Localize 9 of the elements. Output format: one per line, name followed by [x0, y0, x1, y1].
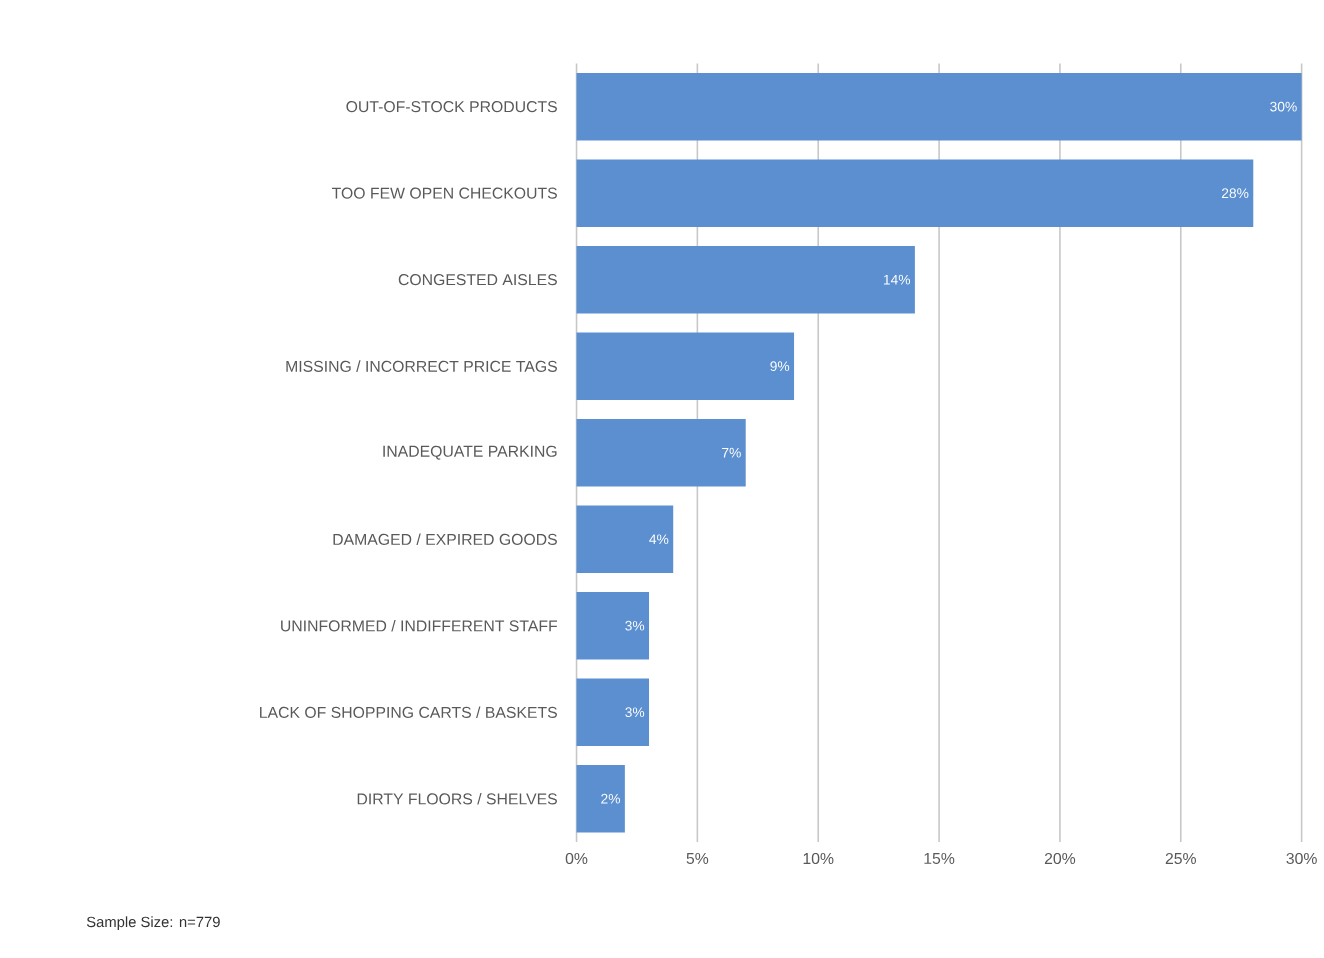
bar — [576, 505, 674, 573]
bar — [576, 332, 795, 400]
bar — [576, 591, 650, 660]
bar — [576, 764, 625, 833]
bar — [576, 678, 650, 746]
bar — [576, 418, 746, 487]
bar — [576, 72, 1302, 140]
bar — [576, 245, 915, 313]
bar — [576, 159, 1254, 227]
